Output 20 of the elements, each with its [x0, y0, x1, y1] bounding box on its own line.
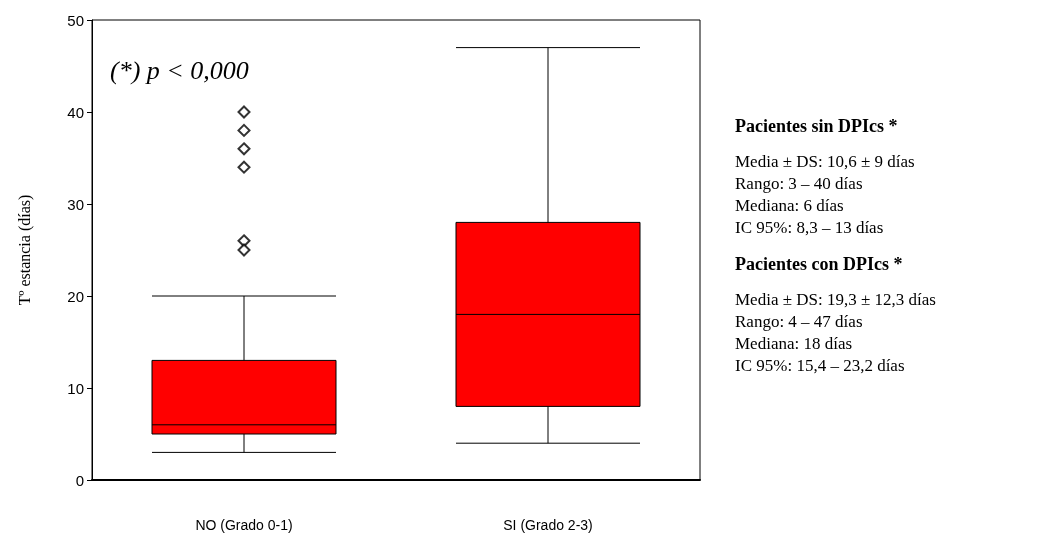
y-tick-label: 40 [67, 103, 84, 121]
text: Media ± DS: 10,6 ± 9 días [735, 151, 916, 173]
text: Pacientes sin DPIcs * [735, 115, 899, 137]
text: IC 95%: 8,3 – 13 días [735, 217, 885, 239]
text: Mediana: 6 días [735, 195, 845, 217]
annotation: (*) p < 0,000 [110, 56, 249, 86]
x-tick-label: NO (Grado 0-1) [195, 517, 293, 533]
text: Media ± DS: 19,3 ± 12,3 días [735, 289, 937, 311]
x-tick-label: SI (Grado 2-3) [503, 517, 593, 533]
text: Rango: 3 – 40 días [735, 173, 864, 195]
text: Mediana: 18 días [735, 333, 854, 355]
y-tick-label: 30 [67, 195, 84, 213]
y-axis-title: Tº estancia (días) [15, 194, 34, 306]
y-tick-label: 20 [67, 287, 84, 305]
text: IC 95%: 15,4 – 23,2 días [735, 355, 906, 377]
text: Pacientes con DPIcs * [735, 253, 904, 275]
y-tick-label: 0 [75, 471, 84, 489]
y-tick-label: 10 [67, 379, 84, 397]
text: Rango: 4 – 47 días [735, 311, 864, 333]
y-tick-label: 50 [67, 11, 84, 29]
